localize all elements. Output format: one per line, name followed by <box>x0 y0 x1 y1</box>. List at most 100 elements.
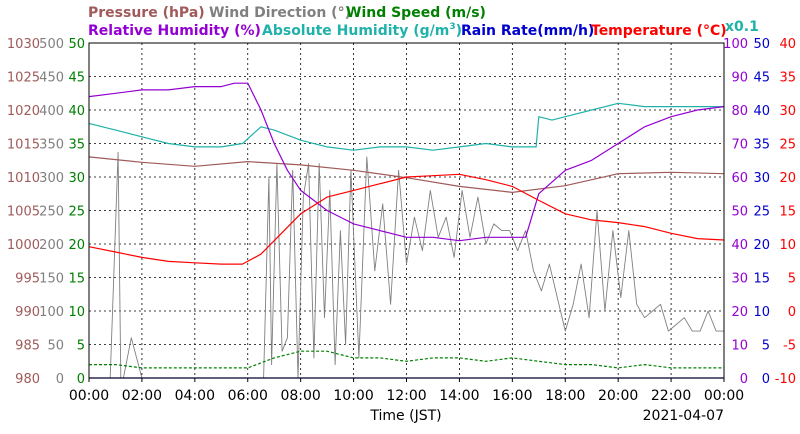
legend-multiplier: x0.1 <box>725 19 759 35</box>
y-tick-pressure: 985 <box>15 339 40 354</box>
y-tick-rain-rate: 40 <box>753 104 770 119</box>
y-tick-wind-speed: 25 <box>68 205 85 220</box>
y-tick-rain-rate: 35 <box>753 138 770 153</box>
series-absolute-humidity <box>88 102 724 151</box>
y-tick-pressure: 990 <box>15 305 40 320</box>
y-tick-wind-direction: 250 <box>39 205 64 220</box>
y-tick-wind-speed: 35 <box>68 138 85 153</box>
y-tick-temperature: 0 <box>788 305 796 320</box>
y-tick-rain-rate: 45 <box>753 71 770 86</box>
y-tick-wind-speed: 0 <box>77 372 85 387</box>
y-tick-rain-rate: 10 <box>753 305 770 320</box>
date-label: 2021-04-07 <box>643 408 724 424</box>
y-tick-wind-direction: 200 <box>39 238 64 253</box>
y-tick-humidity: 50 <box>731 205 748 220</box>
y-tick-pressure: 1030 <box>7 37 40 52</box>
y-tick-pressure: 1005 <box>7 205 40 220</box>
y-tick-humidity: 90 <box>731 71 748 86</box>
y-tick-temperature: -10 <box>775 372 796 387</box>
y-tick-temperature: -5 <box>783 339 796 354</box>
y-tick-wind-speed: 45 <box>68 71 85 86</box>
series-wind-direction <box>89 151 724 379</box>
y-tick-humidity: 20 <box>731 305 748 320</box>
y-tick-wind-direction: 350 <box>39 138 64 153</box>
y-tick-pressure: 980 <box>15 372 40 387</box>
y-tick-wind-direction: 0 <box>56 372 64 387</box>
x-tick-label: 14:00 <box>439 388 479 404</box>
y-tick-temperature: 10 <box>779 238 796 253</box>
grid <box>89 43 724 378</box>
y-tick-rain-rate: 15 <box>753 272 770 287</box>
x-tick-label: 22:00 <box>651 388 691 404</box>
y-tick-wind-speed: 30 <box>68 171 85 186</box>
y-tick-wind-direction: 150 <box>39 272 64 287</box>
y-tick-humidity: 0 <box>740 372 748 387</box>
y-tick-temperature: 15 <box>779 205 796 220</box>
legend-pressure: Pressure (hPa) <box>88 5 205 21</box>
y-tick-humidity: 100 <box>723 37 748 52</box>
y-tick-wind-direction: 300 <box>39 171 64 186</box>
y-tick-temperature: 20 <box>779 171 796 186</box>
y-tick-temperature: 30 <box>779 104 796 119</box>
axes: 1030102510201015101010051000995990985980… <box>7 37 796 404</box>
y-tick-wind-direction: 450 <box>39 71 64 86</box>
series-relative-humidity <box>88 82 725 242</box>
y-tick-pressure: 1010 <box>7 171 40 186</box>
y-tick-temperature: 40 <box>779 37 796 52</box>
y-tick-wind-speed: 50 <box>68 37 85 52</box>
y-tick-wind-speed: 20 <box>68 238 85 253</box>
x-tick-label: 12:00 <box>386 388 426 404</box>
series-pressure <box>88 156 725 193</box>
legend-absolute-humidity-sup: 3 <box>449 22 455 32</box>
y-tick-rain-rate: 5 <box>762 339 770 354</box>
y-tick-pressure: 1025 <box>7 71 40 86</box>
y-tick-pressure: 1000 <box>7 238 40 253</box>
y-tick-temperature: 5 <box>788 272 796 287</box>
y-tick-pressure: 995 <box>15 272 40 287</box>
y-tick-pressure: 1015 <box>7 138 40 153</box>
x-tick-label: 04:00 <box>175 388 215 404</box>
series <box>88 82 725 379</box>
y-tick-temperature: 25 <box>779 138 796 153</box>
y-tick-humidity: 40 <box>731 238 748 253</box>
y-tick-humidity: 10 <box>731 339 748 354</box>
x-tick-label: 18:00 <box>545 388 585 404</box>
x-tick-label: 16:00 <box>492 388 532 404</box>
plot-frame <box>88 42 725 379</box>
header-row-2: Relative Humidity (%) Absolute Humidity … <box>88 19 759 39</box>
y-tick-wind-direction: 50 <box>47 339 64 354</box>
y-tick-temperature: 35 <box>779 71 796 86</box>
y-tick-rain-rate: 50 <box>753 37 770 52</box>
series-temperature <box>88 173 725 265</box>
legend-wind-direction: Wind Direction (°) <box>209 5 351 21</box>
x-tick-label: 00:00 <box>704 388 744 404</box>
y-tick-pressure: 1020 <box>7 104 40 119</box>
x-tick-label: 08:00 <box>280 388 320 404</box>
y-tick-wind-direction: 100 <box>39 305 64 320</box>
y-tick-rain-rate: 25 <box>753 205 770 220</box>
y-tick-humidity: 70 <box>731 138 748 153</box>
x-tick-label: 02:00 <box>122 388 162 404</box>
series-wind-speed <box>89 350 724 369</box>
y-tick-humidity: 80 <box>731 104 748 119</box>
legend-absolute-humidity-text: Absolute Humidity (g/m <box>262 23 449 39</box>
y-tick-humidity: 60 <box>731 171 748 186</box>
y-tick-wind-speed: 15 <box>68 272 85 287</box>
x-tick-label: 10:00 <box>333 388 373 404</box>
y-tick-rain-rate: 20 <box>753 238 770 253</box>
header-row-1: Pressure (hPa) Wind Direction (°) Wind S… <box>88 5 486 21</box>
y-tick-wind-speed: 40 <box>68 104 85 119</box>
legend-temperature: Temperature (°C) <box>591 23 727 39</box>
y-tick-humidity: 30 <box>731 272 748 287</box>
x-tick-label: 00:00 <box>69 388 109 404</box>
y-tick-rain-rate: 30 <box>753 171 770 186</box>
y-tick-wind-speed: 5 <box>77 339 85 354</box>
y-tick-wind-direction: 500 <box>39 37 64 52</box>
y-tick-wind-speed: 10 <box>68 305 85 320</box>
y-tick-rain-rate: 0 <box>762 372 770 387</box>
x-tick-label: 20:00 <box>598 388 638 404</box>
legend-relative-humidity: Relative Humidity (%) <box>88 23 261 39</box>
x-axis-label: Time (JST) <box>369 408 441 424</box>
y-tick-wind-direction: 400 <box>39 104 64 119</box>
